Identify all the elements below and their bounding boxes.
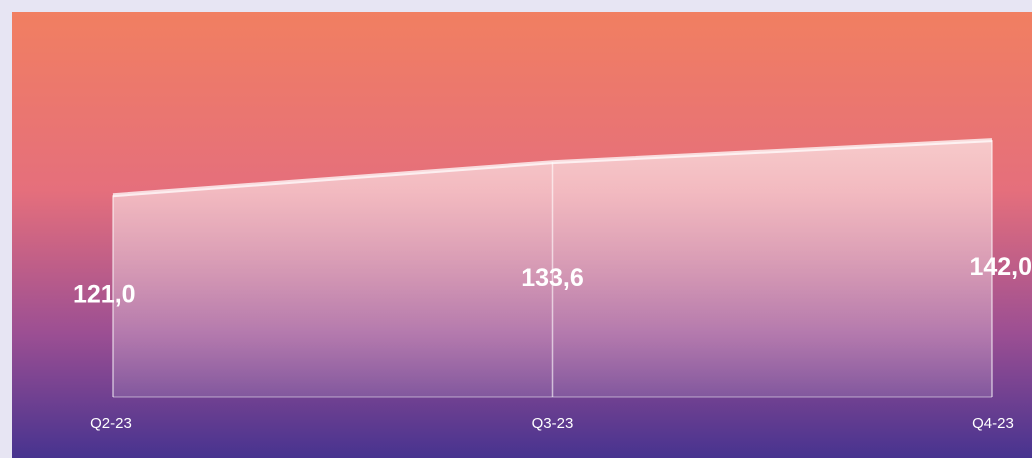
value-label: 121,0 <box>73 281 136 309</box>
x-tick-label: Q2-23 <box>90 415 132 432</box>
value-label: 142,0 <box>969 253 1032 281</box>
value-label: 133,6 <box>521 264 584 292</box>
x-tick-label: Q4-23 <box>972 415 1014 432</box>
x-tick-label: Q3-23 <box>532 415 574 432</box>
